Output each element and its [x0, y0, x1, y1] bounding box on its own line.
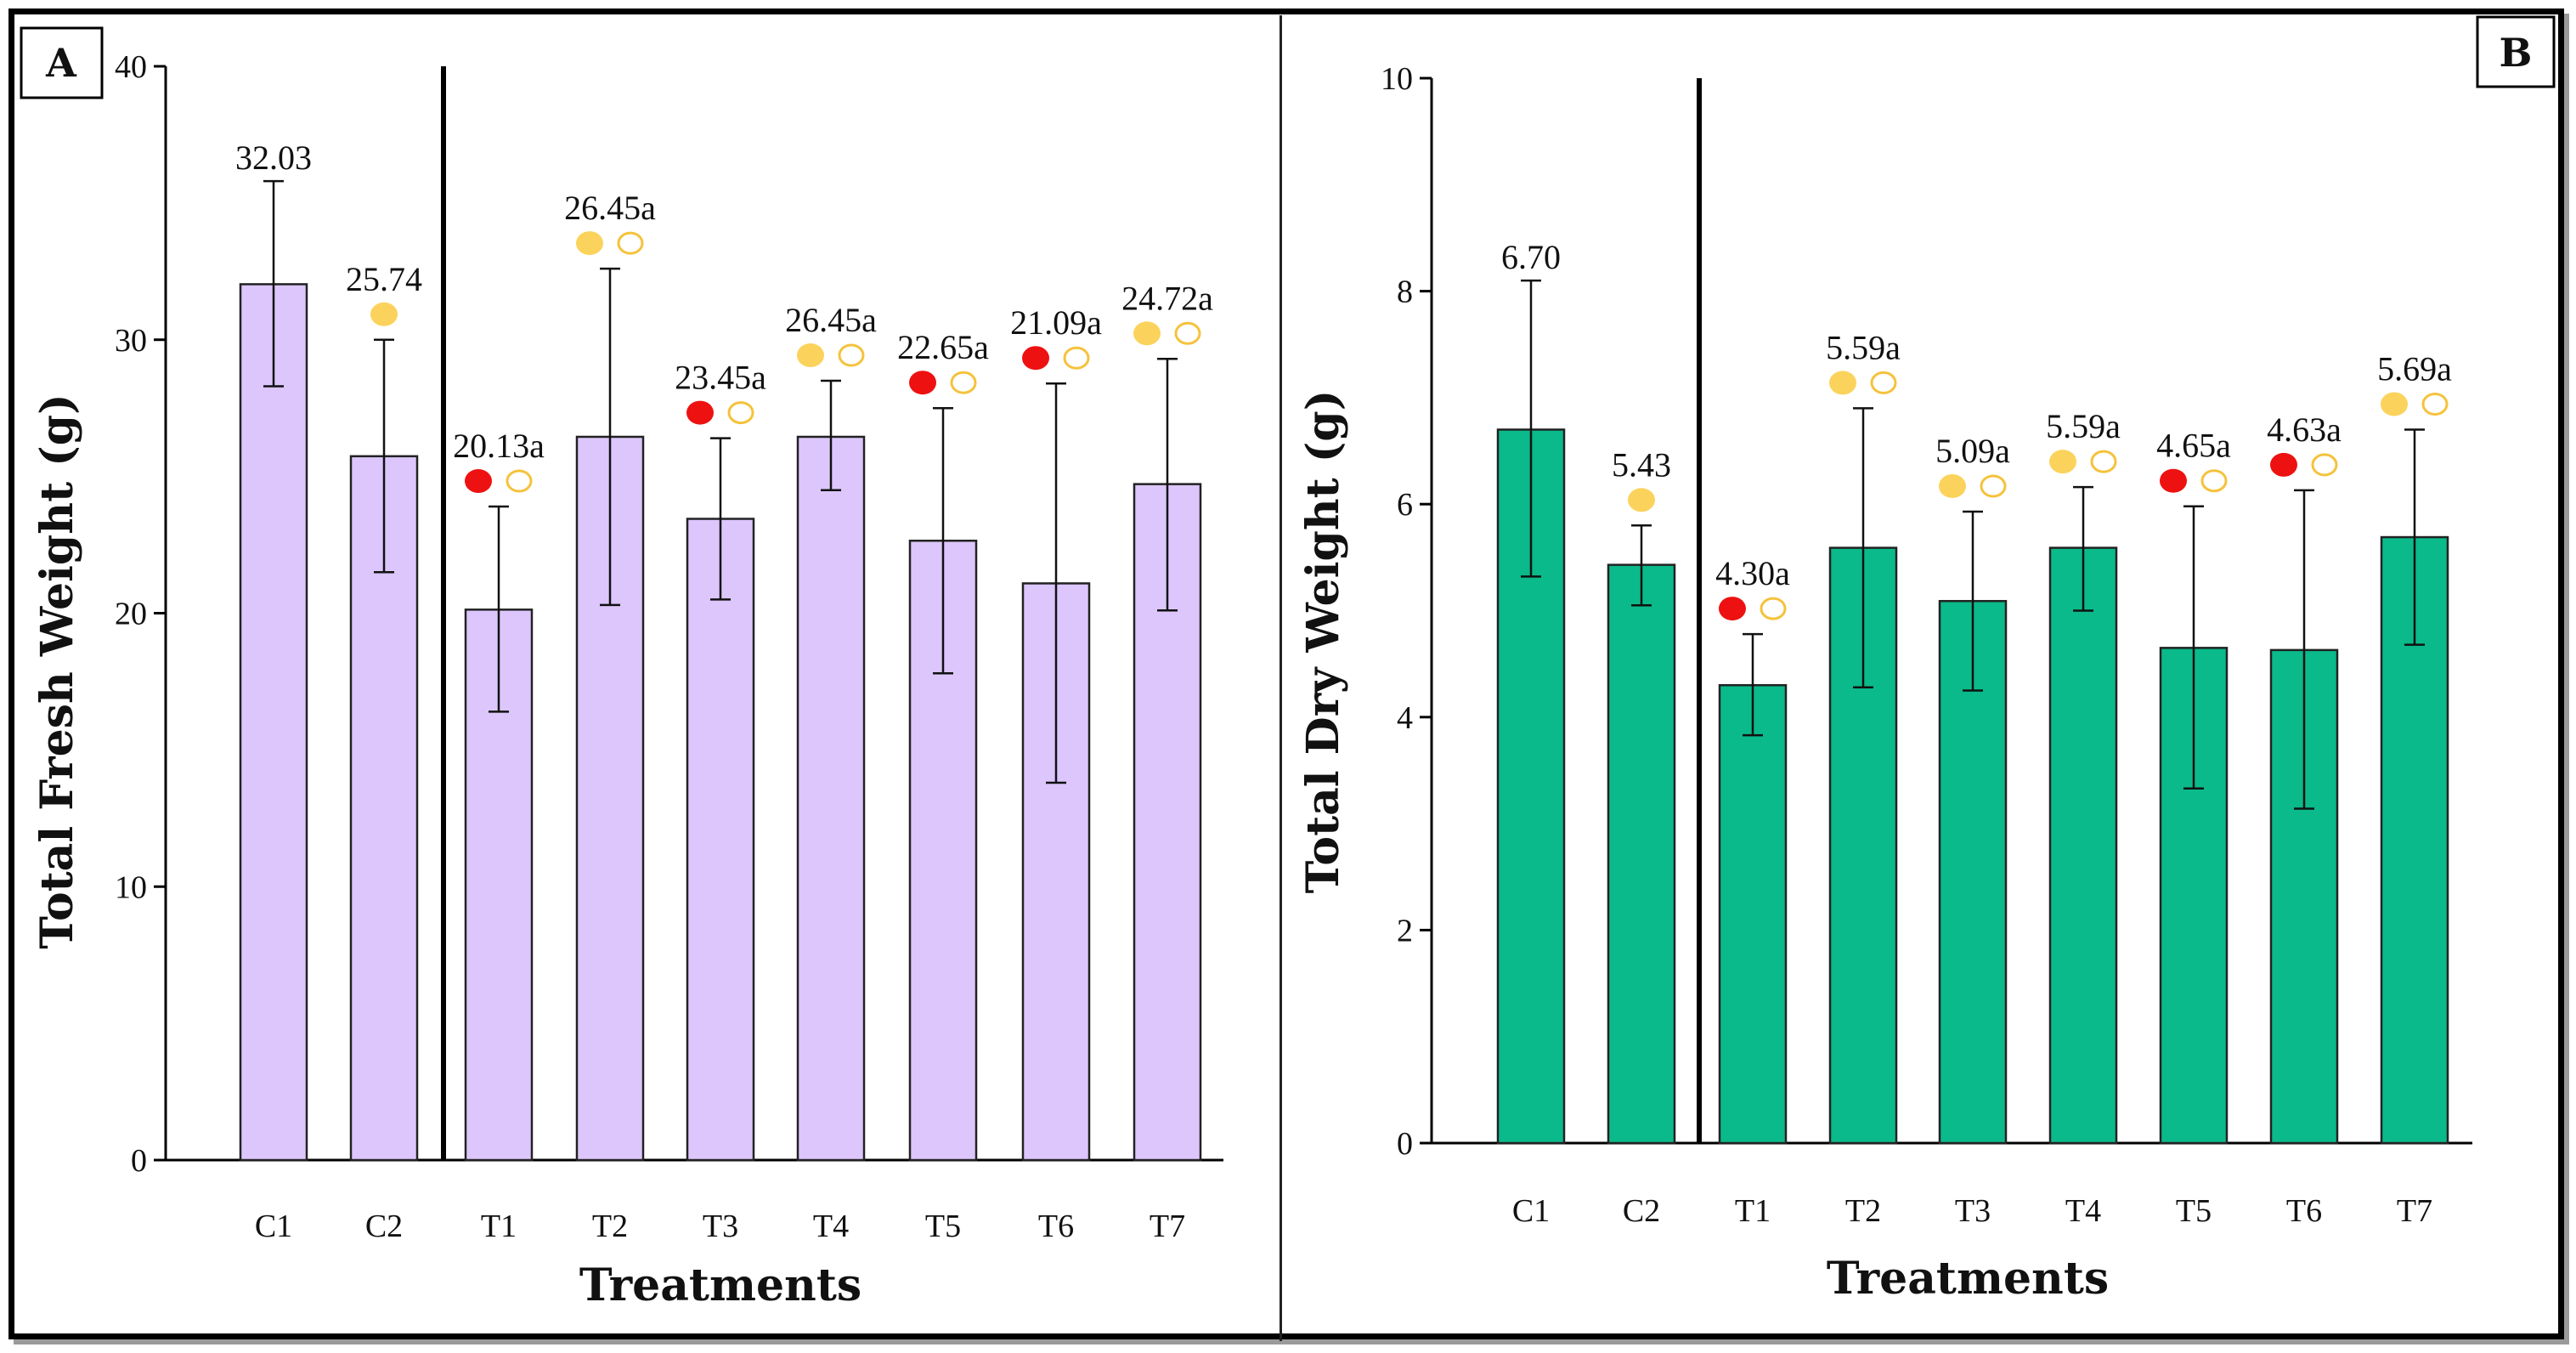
panel-a-data-label: 25.74 — [346, 260, 422, 298]
panel-b-open-marker — [2311, 453, 2338, 477]
panel-b-y-tick-label: 10 — [1381, 61, 1413, 97]
panel-a-y-tick-label: 40 — [115, 49, 147, 85]
panel-b-bar — [1718, 683, 1788, 1145]
panel-b-letter-box — [2476, 15, 2556, 88]
panel-divider — [1280, 15, 1282, 1341]
panel-a-bar — [349, 455, 419, 1162]
panel-a-y-tick-label: 30 — [115, 323, 147, 359]
panel-b-category-label: T5 — [2176, 1193, 2212, 1229]
panel-a-data-label: 20.13a — [453, 427, 545, 465]
panel-a-yellow-marker — [1133, 321, 1161, 346]
panel-b-data-label: 4.63a — [2267, 410, 2342, 449]
panel-a-x-axis-title: Treatments — [579, 1260, 861, 1311]
panel-a-category-label: T4 — [813, 1209, 849, 1244]
panel-a-open-marker — [1063, 346, 1090, 370]
panel-a-red-marker — [1022, 346, 1049, 371]
panel-b-category-label: T3 — [1955, 1193, 1991, 1229]
panel-a-bar — [575, 435, 645, 1162]
panel-a-letter-box — [20, 26, 104, 99]
panel-b-category-label: T1 — [1735, 1193, 1771, 1229]
panel-b-data-label: 5.43 — [1612, 445, 1671, 484]
panel-b-yellow-marker — [1829, 371, 1856, 395]
panel-a-y-tick-label: 10 — [115, 869, 147, 905]
panel-b-y-axis-title: Total Dry Weight (g) — [1297, 390, 1349, 894]
panel-a-category-label: T1 — [481, 1209, 517, 1244]
panel-a-red-marker — [686, 400, 714, 425]
panel-b-y-tick-label: 2 — [1397, 913, 1413, 948]
panel-b-y-tick-label: 6 — [1397, 487, 1413, 523]
panel-a-red-marker — [465, 469, 492, 494]
panel-a-category-label: T3 — [703, 1209, 738, 1244]
panel-b-yellow-marker — [2049, 450, 2076, 474]
panel-a-open-marker — [727, 401, 754, 425]
panel-a-y-tick-label: 20 — [115, 597, 147, 632]
panel-b-open-marker — [2090, 450, 2117, 473]
panel-a-data-label: 23.45a — [675, 359, 766, 397]
panel-a-category-label: C1 — [255, 1209, 292, 1244]
panel-b-y-tick-label: 0 — [1397, 1126, 1413, 1162]
panel-a-open-marker — [617, 231, 644, 255]
panel-b-category-label: C2 — [1623, 1193, 1660, 1229]
panel-b-open-marker — [2200, 469, 2228, 493]
panel-b-category-label: T7 — [2397, 1193, 2432, 1229]
panel-a-open-marker — [1174, 321, 1201, 345]
panel-a-data-label: 24.72a — [1121, 279, 1213, 317]
panel-b-open-marker — [1980, 474, 2007, 498]
panel-a-red-marker — [909, 371, 936, 395]
panel-b-open-marker — [2421, 392, 2449, 416]
panel-b-chart: B Total Dry Weight (g) Treatments 0 2 4 6 8 1… — [1297, 15, 2556, 1305]
panel-a-chart: A Total Fresh Weight (g) Treatments 0 10 2… — [20, 26, 1223, 1311]
panel-b-category-label: T6 — [2286, 1193, 2322, 1229]
panel-b-data-label: 5.59a — [1826, 328, 1901, 366]
panel-b-data-label: 5.09a — [1935, 432, 2010, 470]
panel-a-yellow-marker — [576, 231, 603, 256]
panel-b-red-marker — [2270, 452, 2297, 477]
panel-a-data-label: 32.03 — [235, 139, 312, 177]
panel-a-bar — [239, 283, 308, 1162]
panel-a-data-label: 21.09a — [1010, 303, 1102, 342]
panel-b-bar — [1607, 563, 1676, 1145]
panel-a-category-label: T2 — [592, 1209, 628, 1244]
panel-b-bar — [2048, 546, 2118, 1145]
panel-a-y-tick-label: 0 — [131, 1143, 147, 1179]
panel-b-yellow-marker — [1939, 473, 1966, 498]
panel-a-letter: A — [45, 40, 77, 86]
panel-b-yellow-marker — [2381, 392, 2408, 416]
panel-a-open-marker — [506, 469, 533, 493]
panel-a-data-label: 26.45a — [564, 189, 656, 227]
panel-b-y-tick-label: 8 — [1397, 275, 1413, 310]
panel-a-data-label: 26.45a — [785, 301, 877, 339]
panel-a-bar — [686, 518, 755, 1162]
panel-a-yellow-marker — [370, 302, 398, 326]
panel-a-bar — [796, 435, 866, 1162]
panel-b-data-label: 5.69a — [2377, 349, 2452, 388]
panel-b-data-label: 5.59a — [2046, 407, 2121, 445]
panel-b-data-label: 4.65a — [2156, 427, 2231, 465]
panel-b-yellow-marker — [1628, 488, 1655, 512]
panel-b-data-label: 6.70 — [1501, 238, 1561, 276]
panel-a-category-label: C2 — [365, 1209, 403, 1244]
panel-a-category-label: T6 — [1038, 1209, 1074, 1244]
panel-a-category-label: T5 — [925, 1209, 961, 1244]
panel-a-open-marker — [838, 343, 865, 367]
panel-b-category-label: C1 — [1512, 1193, 1550, 1229]
panel-b-x-axis-title: Treatments — [1827, 1253, 2109, 1305]
panel-b-open-marker — [1870, 371, 1897, 394]
panel-a-y-axis-title: Total Fresh Weight (g) — [31, 393, 83, 949]
panel-b-data-label: 4.30a — [1715, 554, 1790, 592]
panel-a-yellow-marker — [797, 343, 824, 368]
panel-b-category-label: T4 — [2065, 1193, 2101, 1229]
panel-a-data-label: 22.65a — [897, 328, 989, 366]
panel-b-category-label: T2 — [1845, 1193, 1881, 1229]
panel-a-open-marker — [950, 371, 977, 394]
panel-b-red-marker — [2160, 468, 2187, 493]
panel-b-open-marker — [1760, 597, 1787, 620]
panel-b-red-marker — [1719, 597, 1746, 621]
panel-b-letter: B — [2500, 30, 2533, 76]
figure-frame — [8, 8, 2564, 1339]
panel-a-category-label: T7 — [1150, 1209, 1185, 1244]
panel-b-y-tick-label: 4 — [1397, 700, 1413, 736]
